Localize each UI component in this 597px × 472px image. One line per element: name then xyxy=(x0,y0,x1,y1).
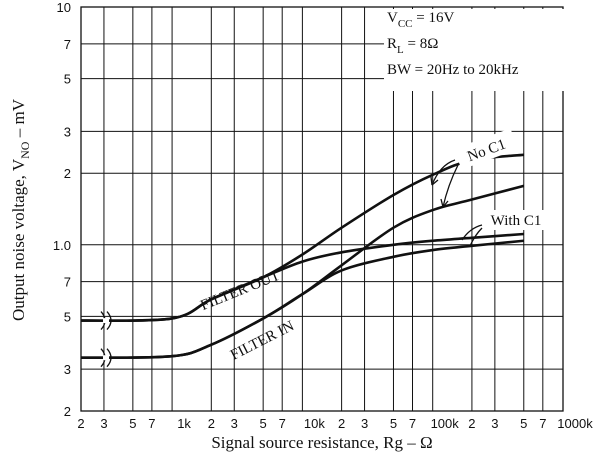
x-tick-label: 3 xyxy=(361,416,368,431)
cond-rest: = 8Ω xyxy=(404,36,439,52)
break-gap xyxy=(103,318,109,324)
condition: VCC = 16V xyxy=(387,10,454,30)
cond-main: V xyxy=(387,10,398,26)
arrows xyxy=(430,159,483,247)
y-tick-label: 7 xyxy=(64,275,71,290)
y-tick-label: 2 xyxy=(64,166,71,181)
y-tick-label: 5 xyxy=(64,72,71,87)
axis-break xyxy=(106,348,112,368)
x-tick-label: 1k xyxy=(177,416,191,431)
curve xyxy=(80,232,524,323)
conditions-box xyxy=(384,9,568,91)
x-tick-label: 3 xyxy=(231,416,238,431)
y-tick-label: 7 xyxy=(64,37,71,52)
cond-sub: CC xyxy=(398,18,413,30)
x-tick-label: 1000k xyxy=(557,416,593,431)
arrow xyxy=(461,224,483,241)
y-tick-label: 1.0 xyxy=(53,238,71,253)
arrow xyxy=(469,227,483,247)
x-tick-label: 100k xyxy=(431,416,460,431)
y-label-rest: – mV xyxy=(9,98,28,141)
y-label-main: Output noise voltage, V xyxy=(9,158,28,321)
x-tick-label: 2 xyxy=(77,416,84,431)
x-tick-label: 3 xyxy=(100,416,107,431)
x-tick-label: 3 xyxy=(491,416,498,431)
cond-main: R xyxy=(387,36,397,52)
y-tick-label: 10 xyxy=(57,0,71,15)
y-tick-label: 5 xyxy=(64,309,71,324)
x-axis-label: Signal source resistance, Rg – Ω xyxy=(211,433,432,452)
curve xyxy=(80,239,524,360)
x-tick-label: 5 xyxy=(260,416,267,431)
condition: BW = 20Hz to 20kHz xyxy=(387,62,519,78)
x-tick-label: 5 xyxy=(129,416,136,431)
x-tick-label: 5 xyxy=(520,416,527,431)
x-tick-label: 2 xyxy=(338,416,345,431)
arrowhead xyxy=(430,176,439,186)
cond-sub: L xyxy=(397,44,404,56)
arrow xyxy=(442,164,459,208)
y-axis-label: Output noise voltage, VNO – mV xyxy=(9,98,32,321)
x-tick-label: 7 xyxy=(279,416,286,431)
condition: RL = 8Ω xyxy=(387,36,438,56)
cond-rest: = 16V xyxy=(413,10,455,26)
y-tick-label: 2 xyxy=(64,404,71,419)
x-tick-label: 7 xyxy=(409,416,416,431)
arrow xyxy=(431,159,456,186)
x-tick-label: 5 xyxy=(390,416,397,431)
y-label-sub: NO xyxy=(18,141,32,159)
y-tick-label: 3 xyxy=(64,362,71,377)
break-gap xyxy=(103,355,109,361)
x-tick-label: 7 xyxy=(148,416,155,431)
label-bg xyxy=(454,128,518,170)
x-tick-label: 7 xyxy=(539,416,546,431)
axis-break xyxy=(106,311,112,331)
x-tick-label: 2 xyxy=(208,416,215,431)
x-tick-label: 10k xyxy=(304,416,325,431)
plot-frame xyxy=(80,6,564,412)
arrowhead xyxy=(440,198,449,208)
label-bg xyxy=(479,210,553,230)
y-tick-label: 3 xyxy=(64,124,71,139)
x-tick-label: 2 xyxy=(468,416,475,431)
annotation: With C1 xyxy=(491,213,542,229)
